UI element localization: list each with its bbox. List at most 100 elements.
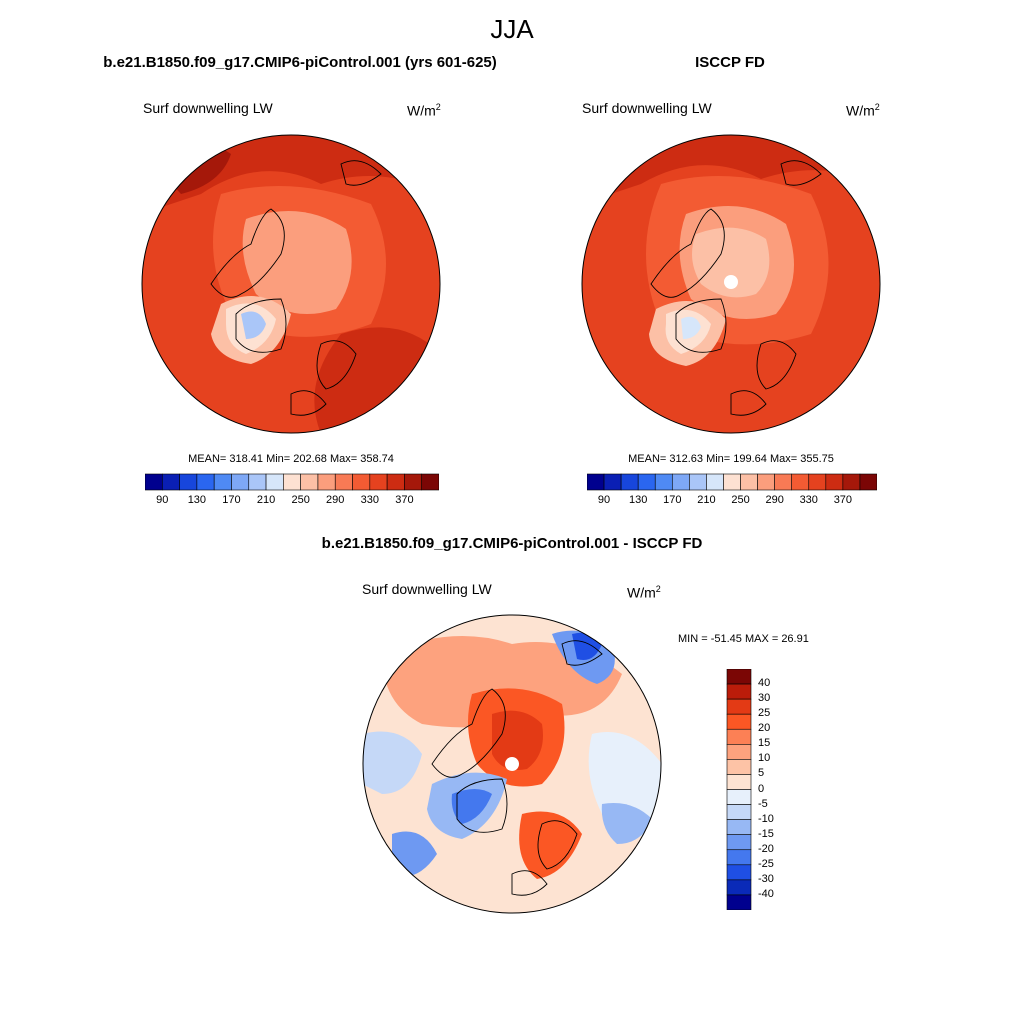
colorbar-swatch bbox=[283, 473, 301, 491]
colorbar-swatch bbox=[791, 473, 810, 491]
bottom-polar-map bbox=[362, 614, 662, 914]
colorbar-tick-label: -30 bbox=[758, 872, 774, 885]
left-colorbar bbox=[145, 473, 439, 491]
colorbar-swatch bbox=[723, 473, 741, 491]
colorbar-swatch bbox=[587, 473, 605, 491]
colorbar-swatch bbox=[726, 849, 752, 866]
colorbar-tick-label: 90 bbox=[156, 494, 169, 506]
bottom-panel-title: b.e21.B1850.f09_g17.CMIP6-piControl.001 … bbox=[321, 535, 703, 552]
colorbar-swatch bbox=[637, 473, 656, 491]
colorbar-swatch bbox=[603, 473, 622, 491]
colorbar-swatch bbox=[654, 473, 673, 491]
colorbar-swatch bbox=[213, 473, 232, 491]
colorbar-tick-label: 15 bbox=[758, 737, 771, 750]
colorbar-tick-label: 40 bbox=[758, 677, 771, 690]
right-panel-title: ISCCP FD bbox=[695, 54, 765, 71]
colorbar-swatch bbox=[620, 473, 639, 491]
colorbar-swatch bbox=[774, 473, 793, 491]
left-panel-title: b.e21.B1850.f09_g17.CMIP6-piControl.001 … bbox=[103, 54, 497, 71]
right-pole-hole bbox=[724, 275, 738, 289]
colorbar-swatch bbox=[248, 473, 267, 491]
left-polar-map bbox=[141, 134, 441, 434]
colorbar-tick-label: 130 bbox=[187, 494, 207, 506]
colorbar-swatch bbox=[386, 473, 405, 491]
colorbar-swatch bbox=[726, 698, 752, 715]
bottom-pole-hole bbox=[505, 757, 519, 771]
colorbar-swatch bbox=[726, 789, 752, 805]
diff-colorbar bbox=[726, 669, 752, 910]
colorbar-swatch bbox=[825, 473, 844, 491]
colorbar-swatch bbox=[726, 713, 752, 730]
colorbar-swatch bbox=[300, 473, 319, 491]
figure-title: JJA bbox=[490, 14, 534, 44]
colorbar-tick-label: 130 bbox=[628, 494, 648, 506]
diff-colorbar-labels: 40 30 25 20 15 10 5 0 -5 -10 -15 -20 -25 -30 -40 bbox=[758, 669, 798, 910]
colorbar-swatch bbox=[145, 473, 163, 491]
colorbar-swatch bbox=[726, 744, 752, 760]
colorbar-swatch bbox=[317, 473, 336, 491]
colorbar-tick-label: -20 bbox=[758, 842, 774, 855]
bottom-variable-label: Surf downwelling LW bbox=[362, 581, 492, 597]
colorbar-swatch bbox=[196, 473, 215, 491]
colorbar-swatch bbox=[726, 669, 752, 685]
colorbar-swatch bbox=[421, 473, 439, 491]
colorbar-swatch bbox=[726, 683, 752, 700]
bottom-stats: MIN = -51.45 MAX = 26.91 bbox=[678, 633, 809, 645]
left-units-label: W/m2 bbox=[407, 102, 441, 119]
colorbar-tick-label: 250 bbox=[731, 494, 750, 506]
right-stats: MEAN= 312.63 Min= 199.64 Max= 355.75 bbox=[628, 453, 834, 465]
right-colorbar-labels: 90 130 170 210 250 290 330 370 bbox=[587, 494, 877, 508]
colorbar-swatch bbox=[726, 804, 752, 820]
colorbar-tick-label: 170 bbox=[663, 494, 682, 506]
colorbar-tick-label: 370 bbox=[833, 494, 853, 506]
colorbar-tick-label: 290 bbox=[765, 494, 784, 506]
colorbar-tick-label: 170 bbox=[222, 494, 241, 506]
colorbar-swatch bbox=[404, 473, 423, 491]
colorbar-tick-label: 30 bbox=[758, 692, 771, 705]
colorbar-tick-label: -10 bbox=[758, 812, 774, 825]
colorbar-tick-label: 250 bbox=[291, 494, 310, 506]
colorbar-swatch bbox=[726, 894, 752, 910]
colorbar-tick-label: 210 bbox=[256, 494, 276, 506]
colorbar-swatch bbox=[352, 473, 371, 491]
colorbar-tick-label: 0 bbox=[758, 782, 765, 795]
right-units-label: W/m2 bbox=[846, 102, 880, 119]
right-variable-label: Surf downwelling LW bbox=[582, 100, 712, 116]
colorbar-swatch bbox=[671, 473, 690, 491]
colorbar-tick-label: -40 bbox=[758, 887, 774, 900]
bottom-units-label: W/m2 bbox=[627, 584, 661, 601]
colorbar-tick-label: 5 bbox=[758, 767, 765, 780]
colorbar-tick-label: -5 bbox=[758, 797, 768, 810]
colorbar-swatch bbox=[689, 473, 707, 491]
colorbar-tick-label: 210 bbox=[697, 494, 716, 506]
colorbar-tick-label: 90 bbox=[597, 494, 611, 506]
left-colorbar-labels: 90 130 170 210 250 290 330 370 bbox=[145, 494, 439, 508]
left-stats: MEAN= 318.41 Min= 202.68 Max= 358.74 bbox=[188, 453, 394, 465]
colorbar-swatch bbox=[808, 473, 827, 491]
colorbar-tick-label: 20 bbox=[758, 722, 771, 735]
colorbar-tick-label: 25 bbox=[758, 707, 771, 720]
colorbar-tick-label: 330 bbox=[360, 494, 379, 506]
colorbar-swatch bbox=[726, 759, 752, 775]
colorbar-tick-label: 10 bbox=[758, 752, 771, 765]
colorbar-swatch bbox=[842, 473, 861, 491]
colorbar-swatch bbox=[726, 819, 752, 835]
colorbar-swatch bbox=[757, 473, 775, 491]
colorbar-swatch bbox=[334, 473, 353, 491]
colorbar-tick-label: 370 bbox=[395, 494, 414, 506]
colorbar-swatch bbox=[369, 473, 388, 491]
colorbar-swatch bbox=[179, 473, 198, 491]
colorbar-swatch bbox=[726, 774, 752, 790]
colorbar-swatch bbox=[706, 473, 724, 491]
colorbar-swatch bbox=[726, 728, 752, 745]
colorbar-tick-label: 330 bbox=[799, 494, 818, 506]
colorbar-swatch bbox=[265, 473, 284, 491]
colorbar-swatch bbox=[726, 834, 752, 851]
colorbar-swatch bbox=[859, 473, 877, 491]
colorbar-swatch bbox=[231, 473, 250, 491]
colorbar-tick-label: -15 bbox=[758, 827, 774, 840]
colorbar-swatch bbox=[740, 473, 758, 491]
right-colorbar bbox=[587, 473, 877, 491]
colorbar-swatch bbox=[161, 473, 180, 491]
colorbar-swatch bbox=[726, 879, 752, 896]
